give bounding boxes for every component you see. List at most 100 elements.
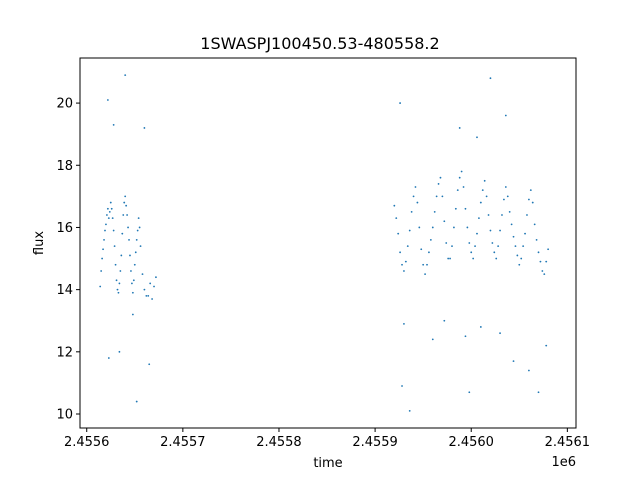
- data-point: [495, 257, 498, 260]
- data-point: [487, 214, 490, 216]
- data-point: [118, 350, 121, 353]
- data-point: [102, 248, 104, 251]
- data-point: [109, 201, 112, 204]
- data-point: [416, 201, 419, 204]
- data-point: [125, 204, 128, 207]
- data-point: [541, 270, 544, 272]
- data-point: [149, 282, 152, 285]
- data-point: [404, 260, 407, 263]
- data-point: [483, 179, 486, 182]
- data-point: [397, 232, 400, 235]
- data-point: [130, 270, 132, 272]
- data-point: [445, 242, 448, 244]
- data-point: [147, 294, 150, 297]
- data-point: [497, 245, 500, 248]
- x-tick-label: 2.4556: [64, 435, 110, 450]
- data-point: [449, 257, 451, 260]
- data-point: [120, 254, 123, 257]
- data-point: [133, 263, 136, 266]
- data-point: [456, 189, 459, 192]
- data-point: [476, 232, 478, 235]
- data-point: [114, 263, 117, 266]
- data-point: [520, 257, 523, 260]
- data-point: [533, 223, 536, 226]
- data-point: [524, 232, 526, 235]
- data-point: [110, 207, 113, 210]
- data-point: [148, 363, 151, 366]
- data-point: [143, 127, 146, 129]
- data-point: [111, 217, 114, 220]
- data-point: [129, 254, 131, 257]
- data-point: [106, 99, 109, 101]
- data-point: [479, 201, 482, 204]
- data-point: [474, 245, 476, 248]
- data-point: [100, 270, 103, 272]
- data-point: [545, 344, 548, 347]
- data-point: [529, 189, 532, 192]
- data-point: [408, 410, 411, 412]
- data-point: [401, 385, 403, 387]
- data-point: [435, 195, 438, 198]
- data-point: [447, 257, 450, 260]
- x-tick-label: 2.4561: [545, 435, 591, 450]
- data-point: [531, 201, 534, 204]
- data-point: [122, 214, 125, 216]
- data-point: [479, 326, 482, 328]
- data-point: [501, 214, 503, 216]
- data-point: [127, 226, 129, 229]
- data-point: [104, 229, 106, 232]
- data-point: [406, 245, 409, 248]
- data-point: [468, 242, 471, 244]
- data-point: [489, 77, 492, 80]
- data-point: [458, 176, 461, 179]
- data-point: [153, 285, 155, 288]
- data-point: [472, 257, 475, 260]
- x-axis-ticks: 2.4556 2.4557 2.4558 2.4559 2.4560 2.4561: [64, 428, 590, 450]
- data-point: [414, 186, 417, 188]
- data-point: [418, 226, 421, 229]
- data-point: [117, 291, 120, 294]
- y-tick-label: 20: [56, 97, 73, 112]
- data-point: [522, 245, 525, 248]
- data-point: [491, 242, 494, 244]
- data-point: [429, 238, 432, 241]
- data-point: [428, 251, 430, 254]
- data-point: [107, 357, 110, 359]
- y-tick-label: 18: [56, 159, 73, 174]
- data-point: [545, 260, 548, 263]
- data-point: [118, 282, 121, 285]
- data-point: [401, 263, 403, 266]
- data-point: [504, 114, 507, 117]
- data-point: [121, 232, 124, 235]
- data-point: [470, 251, 473, 254]
- data-point: [503, 198, 505, 201]
- data-point: [478, 217, 480, 220]
- data-point: [112, 229, 115, 232]
- data-point: [489, 229, 492, 232]
- data-point: [410, 211, 413, 213]
- data-point: [103, 238, 105, 241]
- data-point: [468, 391, 471, 394]
- y-tick-label: 16: [56, 221, 73, 236]
- data-point: [537, 391, 540, 394]
- data-point: [403, 322, 405, 325]
- data-point: [131, 291, 134, 294]
- y-axis-ticks: 10 12 14 16 18 20: [56, 97, 80, 423]
- data-point: [126, 214, 128, 216]
- data-point: [143, 288, 146, 291]
- data-point: [539, 260, 542, 263]
- data-point: [451, 245, 453, 248]
- data-point: [155, 276, 157, 279]
- data-point: [132, 279, 135, 282]
- x-axis-label: time: [313, 456, 342, 471]
- data-point: [431, 338, 434, 341]
- data-point: [107, 217, 110, 220]
- data-point: [106, 207, 109, 210]
- data-point: [441, 195, 444, 198]
- data-point: [124, 74, 127, 76]
- data-point: [134, 251, 137, 254]
- data-point: [139, 245, 142, 248]
- data-point: [518, 263, 521, 266]
